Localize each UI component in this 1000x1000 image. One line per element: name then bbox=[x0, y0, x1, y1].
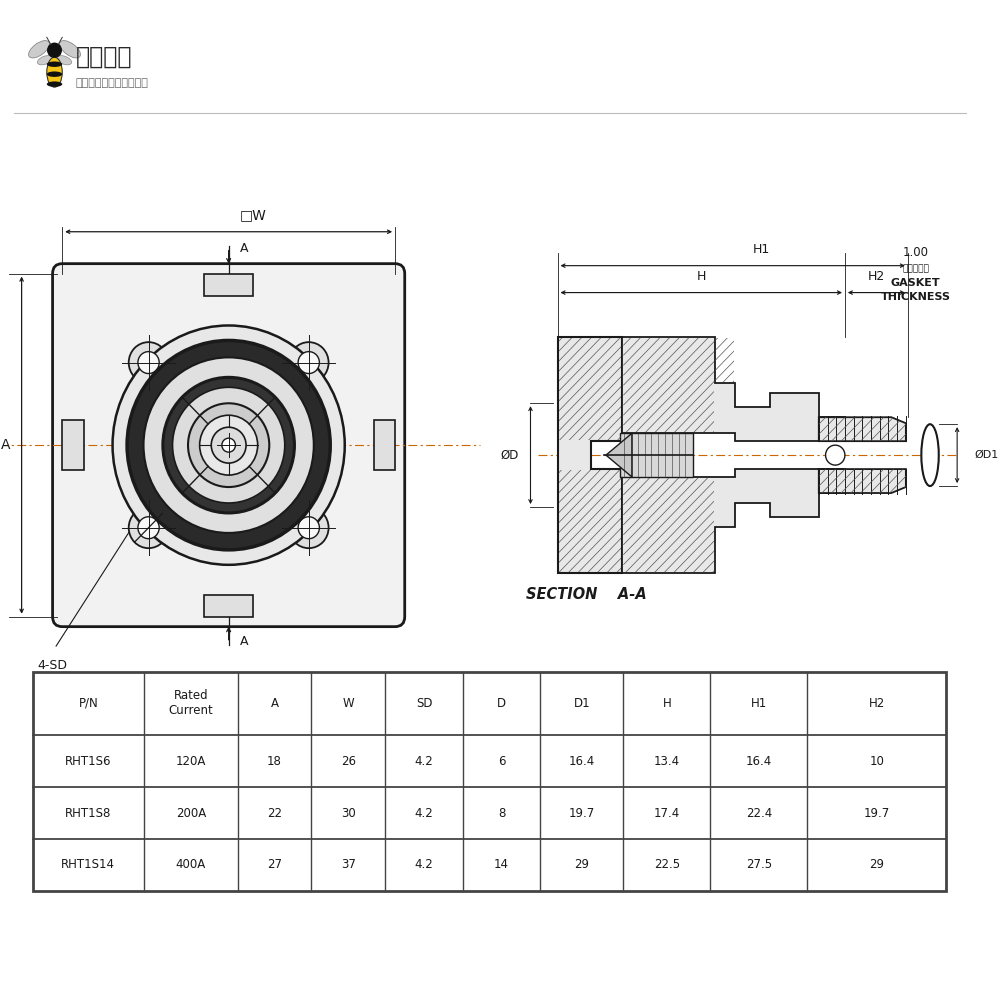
Circle shape bbox=[48, 43, 61, 57]
Text: D: D bbox=[497, 697, 506, 710]
Text: RHT1S8: RHT1S8 bbox=[65, 807, 112, 820]
Polygon shape bbox=[606, 433, 632, 477]
Ellipse shape bbox=[57, 56, 72, 65]
Text: 18: 18 bbox=[267, 755, 282, 768]
Circle shape bbox=[298, 352, 319, 374]
Polygon shape bbox=[819, 469, 906, 493]
Circle shape bbox=[144, 357, 314, 533]
Text: 1.00: 1.00 bbox=[903, 246, 929, 259]
Text: 27.5: 27.5 bbox=[746, 858, 772, 871]
Text: 19.7: 19.7 bbox=[864, 807, 890, 820]
Polygon shape bbox=[819, 417, 906, 441]
Circle shape bbox=[138, 517, 159, 539]
Circle shape bbox=[826, 445, 845, 465]
Text: GASKET: GASKET bbox=[891, 278, 940, 288]
Circle shape bbox=[129, 507, 168, 548]
Ellipse shape bbox=[47, 57, 62, 87]
Ellipse shape bbox=[37, 56, 52, 65]
Ellipse shape bbox=[47, 61, 62, 67]
Text: THICKNESS: THICKNESS bbox=[881, 292, 951, 302]
Text: 16.4: 16.4 bbox=[746, 755, 772, 768]
Text: ØD1: ØD1 bbox=[975, 450, 999, 460]
Text: 14: 14 bbox=[494, 858, 509, 871]
Text: 原厂直采电子连接器商城: 原厂直采电子连接器商城 bbox=[76, 78, 149, 88]
Text: H2: H2 bbox=[868, 270, 885, 283]
Ellipse shape bbox=[921, 424, 939, 486]
Text: 电蜂优选: 电蜂优选 bbox=[76, 45, 132, 69]
Polygon shape bbox=[622, 469, 845, 573]
Circle shape bbox=[173, 387, 285, 503]
Circle shape bbox=[289, 342, 329, 383]
Text: SECTION    A-A: SECTION A-A bbox=[526, 587, 647, 602]
FancyBboxPatch shape bbox=[204, 274, 253, 296]
Text: 4-SD: 4-SD bbox=[38, 659, 68, 672]
Text: 37: 37 bbox=[341, 858, 356, 871]
Text: H: H bbox=[663, 697, 671, 710]
Text: A: A bbox=[240, 635, 249, 648]
Text: D1: D1 bbox=[573, 697, 590, 710]
Text: A: A bbox=[271, 697, 279, 710]
Text: W: W bbox=[342, 697, 354, 710]
Text: 22.5: 22.5 bbox=[654, 858, 680, 871]
Text: 4.2: 4.2 bbox=[415, 755, 433, 768]
Text: H1: H1 bbox=[753, 243, 770, 256]
Text: 29: 29 bbox=[574, 858, 589, 871]
Text: 22: 22 bbox=[267, 807, 282, 820]
Polygon shape bbox=[558, 337, 622, 573]
Text: 16.4: 16.4 bbox=[569, 755, 595, 768]
Bar bbox=[33, 672, 946, 891]
Text: 22.4: 22.4 bbox=[746, 807, 772, 820]
Text: 17.4: 17.4 bbox=[654, 807, 680, 820]
Circle shape bbox=[163, 377, 294, 513]
Ellipse shape bbox=[29, 41, 49, 58]
Text: RHT1S14: RHT1S14 bbox=[61, 858, 115, 871]
Text: 8: 8 bbox=[498, 807, 505, 820]
Text: A: A bbox=[1, 438, 11, 452]
Text: 400A: 400A bbox=[176, 858, 206, 871]
Text: 密封层厚度: 密封层厚度 bbox=[902, 265, 929, 274]
Circle shape bbox=[188, 403, 269, 487]
Circle shape bbox=[129, 342, 168, 383]
Text: 27: 27 bbox=[267, 858, 282, 871]
FancyBboxPatch shape bbox=[62, 420, 84, 470]
FancyBboxPatch shape bbox=[204, 595, 253, 617]
Circle shape bbox=[127, 340, 330, 550]
Text: 4.2: 4.2 bbox=[415, 858, 433, 871]
Text: H2: H2 bbox=[869, 697, 885, 710]
Text: 6: 6 bbox=[498, 755, 505, 768]
Polygon shape bbox=[622, 337, 845, 441]
Text: 4.2: 4.2 bbox=[415, 807, 433, 820]
Text: RHT1S6: RHT1S6 bbox=[65, 755, 112, 768]
Text: □W: □W bbox=[239, 208, 266, 222]
Ellipse shape bbox=[60, 41, 80, 58]
Circle shape bbox=[298, 517, 319, 539]
FancyBboxPatch shape bbox=[53, 264, 405, 627]
Text: 29: 29 bbox=[869, 858, 884, 871]
Ellipse shape bbox=[47, 71, 62, 77]
Text: Rated
Current: Rated Current bbox=[169, 689, 213, 717]
Text: 10: 10 bbox=[869, 755, 884, 768]
Text: 26: 26 bbox=[341, 755, 356, 768]
Text: H1: H1 bbox=[751, 697, 767, 710]
Text: 200A: 200A bbox=[176, 807, 206, 820]
Bar bbox=[620, 433, 693, 477]
Text: SD: SD bbox=[416, 697, 432, 710]
Circle shape bbox=[211, 427, 246, 463]
Text: P/N: P/N bbox=[78, 697, 98, 710]
Circle shape bbox=[113, 325, 345, 565]
Text: A: A bbox=[240, 242, 249, 255]
Circle shape bbox=[222, 438, 235, 452]
Circle shape bbox=[138, 352, 159, 374]
Text: H: H bbox=[697, 270, 706, 283]
Text: 120A: 120A bbox=[176, 755, 206, 768]
Text: 19.7: 19.7 bbox=[569, 807, 595, 820]
Ellipse shape bbox=[47, 81, 62, 87]
Circle shape bbox=[200, 415, 258, 475]
FancyBboxPatch shape bbox=[374, 420, 395, 470]
Text: 13.4: 13.4 bbox=[654, 755, 680, 768]
Text: 30: 30 bbox=[341, 807, 356, 820]
Text: ØD: ØD bbox=[501, 449, 519, 462]
Circle shape bbox=[289, 507, 329, 548]
